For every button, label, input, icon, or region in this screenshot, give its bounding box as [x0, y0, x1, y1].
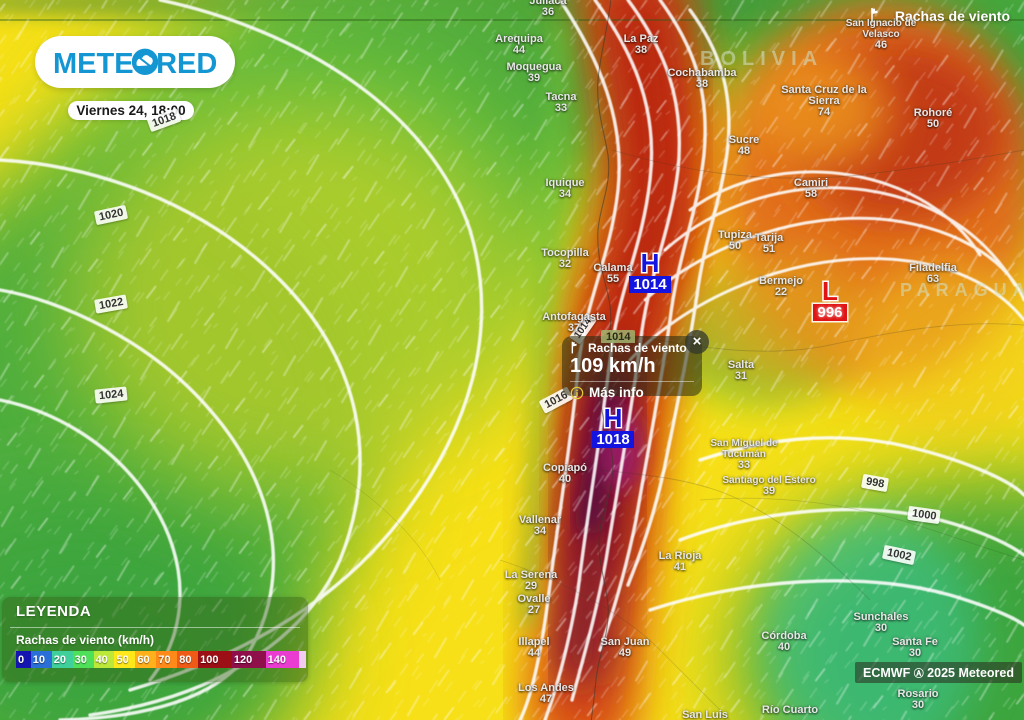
svg-text:MET: MET [53, 48, 115, 80]
svg-text:E: E [114, 48, 133, 80]
svg-text:RED: RED [156, 48, 217, 80]
